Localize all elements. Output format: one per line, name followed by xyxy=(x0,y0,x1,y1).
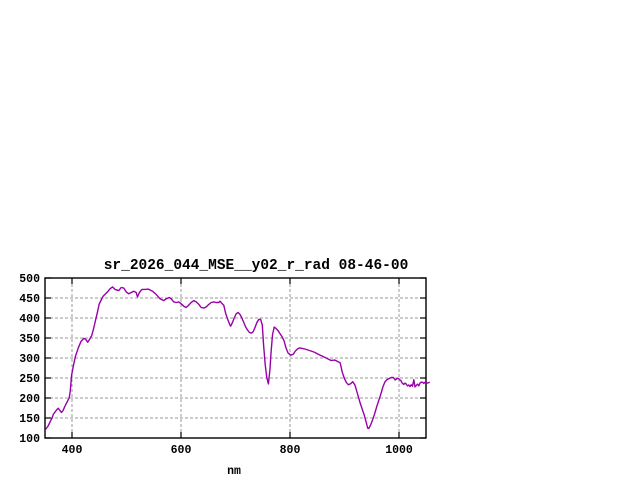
svg-text:800: 800 xyxy=(280,444,301,457)
svg-text:150: 150 xyxy=(19,413,40,426)
svg-text:400: 400 xyxy=(19,313,40,326)
svg-text:500: 500 xyxy=(19,273,40,286)
svg-text:sr_2026_044_MSE__y02_r_rad 08-: sr_2026_044_MSE__y02_r_rad 08-46-00 xyxy=(104,258,409,274)
svg-text:100: 100 xyxy=(19,433,40,446)
svg-text:1000: 1000 xyxy=(385,444,413,457)
svg-text:nm: nm xyxy=(227,465,241,478)
svg-text:200: 200 xyxy=(19,393,40,406)
svg-text:300: 300 xyxy=(19,353,40,366)
svg-text:600: 600 xyxy=(171,444,192,457)
svg-text:450: 450 xyxy=(19,293,40,306)
svg-text:400: 400 xyxy=(62,444,83,457)
svg-text:350: 350 xyxy=(19,333,40,346)
svg-text:250: 250 xyxy=(19,373,40,386)
